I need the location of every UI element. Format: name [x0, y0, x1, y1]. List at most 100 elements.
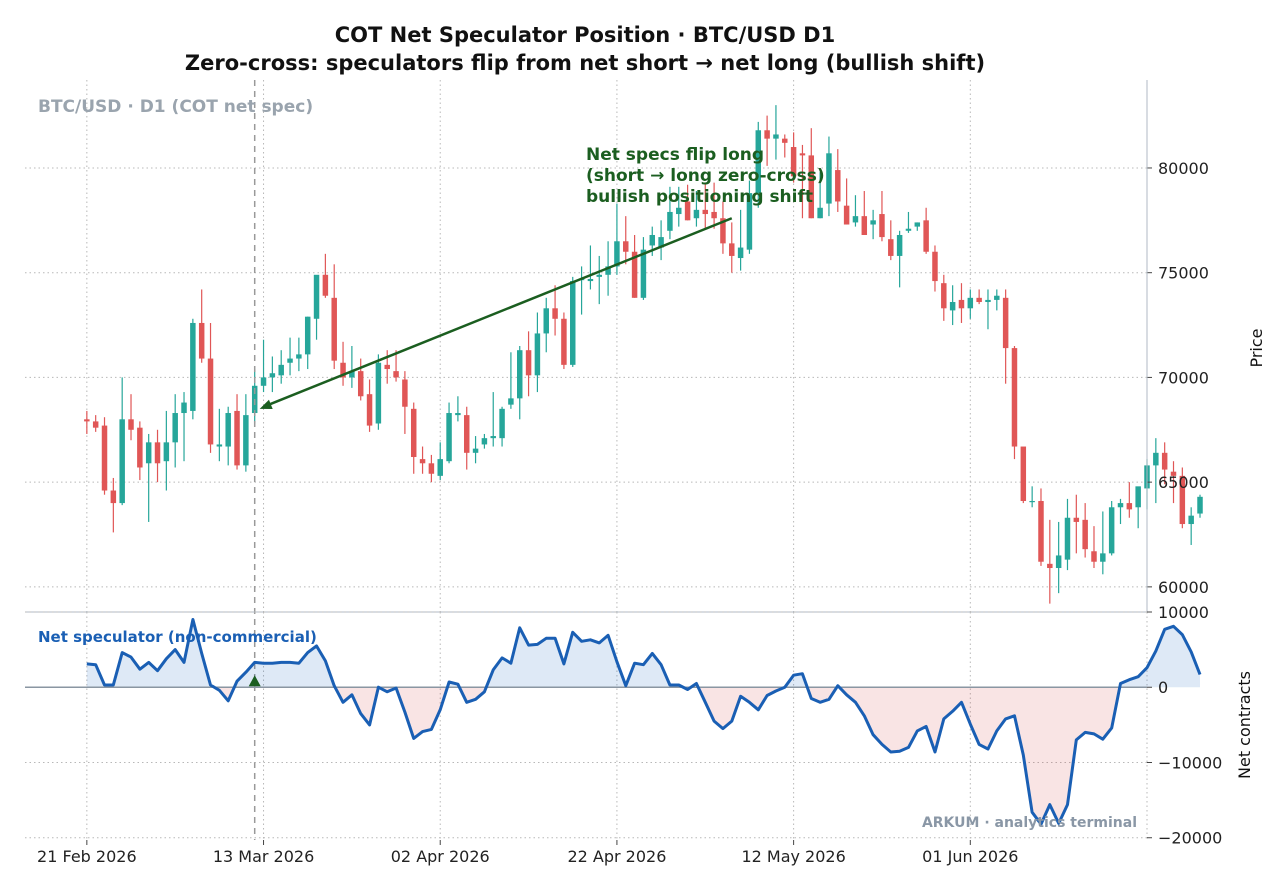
candle	[163, 410, 170, 491]
candle-body	[1073, 517, 1080, 522]
price-y-tick-label: 80000	[1158, 159, 1209, 178]
candle-body	[561, 318, 567, 365]
candle-body	[888, 239, 894, 256]
candle-body	[357, 371, 364, 397]
x-tick-label: 01 Jun 2026	[922, 847, 1018, 866]
chart-subtitle: Zero-cross: speculators flip from net sh…	[185, 51, 985, 75]
candle	[773, 105, 779, 160]
candle-body	[349, 371, 355, 378]
candle-body	[1011, 348, 1018, 447]
candle	[631, 234, 638, 298]
candle	[896, 230, 903, 288]
candle-body	[243, 415, 249, 466]
price-y-axis-label: Price	[1247, 328, 1266, 367]
candle-body	[508, 398, 514, 405]
candle-body	[402, 379, 408, 407]
candle-body	[782, 138, 788, 143]
candle	[1073, 494, 1080, 554]
candle-body	[737, 247, 744, 259]
candle-body	[1126, 503, 1133, 510]
candle	[1179, 467, 1186, 529]
spec-y-ticks: −20000 −10000 0 10000	[1147, 603, 1222, 848]
candle-body	[1020, 446, 1027, 501]
candle	[393, 350, 399, 382]
candle-body	[1135, 486, 1141, 508]
candle-body	[896, 234, 903, 256]
candle-body	[570, 281, 576, 365]
candle	[570, 276, 576, 367]
candle-body	[296, 354, 302, 359]
candle	[596, 255, 602, 305]
candle	[967, 289, 974, 319]
candle	[481, 433, 488, 449]
candle	[207, 322, 214, 453]
candle-body	[534, 333, 541, 376]
candle	[463, 406, 470, 470]
candle-body	[1188, 515, 1194, 525]
candle	[1161, 442, 1168, 485]
panel-label-spec: Net speculator (non-commercial)	[38, 628, 317, 646]
candle-body	[154, 442, 161, 464]
flip-annotation: Net specs flip long (short → long zero-c…	[586, 145, 831, 207]
candle	[145, 433, 152, 522]
candle-body	[614, 241, 620, 267]
candle-body	[676, 207, 682, 215]
candle-body	[1038, 500, 1044, 562]
candle	[181, 392, 187, 462]
candle-body	[181, 402, 187, 414]
candle-body	[835, 170, 841, 202]
price-y-tick-label: 65000	[1158, 473, 1209, 492]
candle-body	[631, 251, 638, 298]
spec-y-tick-label: 10000	[1158, 603, 1209, 622]
candle-body	[923, 220, 929, 252]
candle-body	[101, 425, 108, 491]
candle-body	[729, 243, 735, 256]
candle-body	[410, 408, 417, 458]
spec-y-tick-label: −10000	[1158, 753, 1222, 772]
candle-body	[826, 153, 832, 204]
candle	[287, 337, 293, 376]
candle-body	[313, 274, 320, 319]
candle-body	[198, 322, 205, 359]
candle-body	[525, 350, 532, 376]
candle-body	[861, 216, 868, 235]
spec-series-line	[86, 618, 1202, 826]
annotation-line: bullish positioning shift	[586, 187, 813, 207]
candle-body	[366, 394, 373, 426]
candle	[914, 222, 921, 231]
candle-body	[1091, 551, 1097, 562]
candle	[322, 253, 329, 298]
candle-body	[428, 463, 435, 474]
candle	[755, 121, 762, 208]
candle	[92, 415, 99, 432]
candle-body	[1055, 555, 1062, 569]
candle	[808, 128, 815, 219]
candle-body	[587, 278, 594, 282]
candle-body	[985, 299, 991, 303]
candle-body	[1029, 500, 1035, 503]
candle	[782, 134, 788, 158]
candle	[490, 392, 496, 447]
candle-body	[172, 413, 178, 443]
candle	[729, 222, 735, 273]
candle	[817, 172, 823, 219]
candle	[119, 377, 125, 506]
candle-body	[517, 350, 523, 399]
candle	[764, 115, 770, 166]
candle-body	[879, 214, 885, 238]
spec-fill-negative	[86, 687, 1200, 825]
candle	[534, 312, 541, 393]
candle-body	[746, 193, 753, 250]
candle-body	[92, 421, 99, 428]
candle-body	[693, 209, 700, 219]
candle-body	[419, 459, 426, 464]
candle	[154, 429, 161, 483]
candle-body	[755, 130, 762, 194]
candle-body	[437, 459, 443, 476]
spec-fill-positive	[86, 619, 1200, 688]
candle	[861, 191, 868, 235]
candle	[313, 274, 320, 340]
candle-body	[720, 218, 726, 244]
candle	[499, 406, 505, 447]
